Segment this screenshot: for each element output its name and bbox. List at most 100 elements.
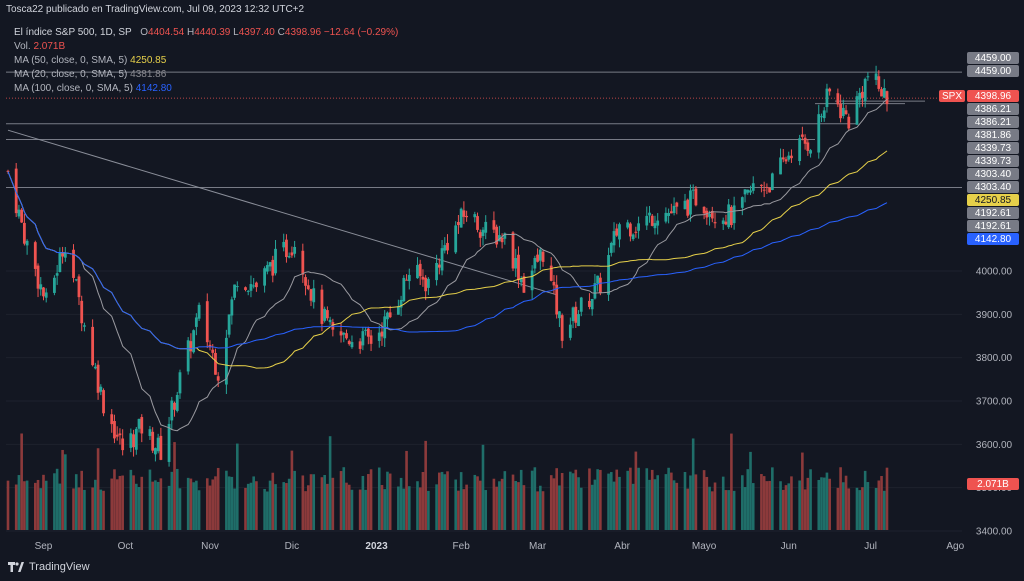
candle-body — [740, 197, 744, 208]
candle-body — [863, 78, 867, 101]
candle-body — [702, 206, 706, 214]
volume-bar — [135, 483, 138, 530]
volume-bar — [266, 491, 269, 530]
candle-body — [36, 265, 40, 289]
volume-bar — [380, 485, 384, 530]
volume-bar — [326, 483, 329, 530]
candles — [6, 65, 889, 467]
volume-bar — [208, 485, 212, 530]
x-tick-label-Feb: Feb — [453, 541, 471, 552]
volume-bar — [885, 467, 889, 530]
price-label-gray: 4386.21 — [975, 104, 1012, 115]
time-axis[interactable]: Sep Oct Nov Dic 2023 Feb Mar Abr Mayo Jun Jul Ago — [35, 541, 965, 552]
volume-bar — [781, 489, 785, 530]
y-tick-label-3800: 3800.00 — [976, 353, 1013, 364]
volume-bar — [427, 490, 430, 530]
volume-bar — [293, 470, 296, 530]
volume-bar — [670, 472, 673, 530]
legend-ma100-row[interactable]: MA (100, close, 0, SMA, 5) 4142.80 — [14, 82, 398, 96]
candle-body — [634, 231, 638, 233]
candle-body — [170, 400, 174, 421]
price-label-bg — [967, 155, 1019, 167]
volume-bar — [230, 476, 234, 530]
candle-body — [590, 298, 594, 310]
candle-body — [246, 290, 250, 292]
volume-bar — [817, 479, 821, 530]
price-label-bg — [967, 65, 1019, 77]
candle-body — [577, 314, 580, 327]
volume-bar — [320, 477, 324, 530]
volume-bar — [6, 480, 10, 530]
candle-body — [517, 254, 520, 281]
volume-bar — [364, 489, 367, 530]
price-label-gray: 4192.61 — [975, 208, 1012, 219]
volume-bar — [713, 482, 717, 530]
volume-bar — [558, 485, 561, 530]
volume-bar — [154, 480, 157, 530]
candle-body — [380, 331, 384, 337]
candle-body — [841, 107, 845, 116]
volume-bar — [705, 476, 709, 530]
volume-bar — [637, 467, 640, 530]
volume-bar — [440, 471, 444, 530]
volume-bar — [708, 486, 711, 530]
candle-body — [609, 242, 613, 253]
candle-body — [255, 282, 258, 288]
candle-body — [882, 88, 886, 98]
candle-body — [828, 88, 832, 92]
volume-bar — [569, 471, 572, 530]
volume-bar — [877, 480, 881, 530]
candle-body — [858, 92, 862, 100]
volume-bar — [192, 482, 195, 530]
candle-body — [290, 252, 294, 256]
volume-bar — [306, 485, 310, 530]
volume-bar — [866, 482, 870, 530]
price-label-bg — [967, 52, 1019, 64]
volume-bar — [481, 444, 485, 530]
candle-body — [607, 255, 610, 295]
volume-bar — [702, 470, 706, 530]
volume-bar — [762, 476, 766, 530]
candle-body — [74, 279, 78, 281]
volume-bar — [790, 476, 793, 530]
volume-bar — [214, 476, 217, 530]
footer[interactable]: TradingView — [8, 561, 90, 573]
candle-body — [20, 209, 24, 223]
candle-body — [478, 232, 482, 238]
volume-bar — [39, 488, 43, 530]
volume-bar — [137, 486, 141, 530]
candle-body — [612, 231, 616, 246]
legend-ma50-row[interactable]: MA (50, close, 0, SMA, 5) 4250.85 — [14, 54, 398, 68]
volume-bar — [80, 470, 84, 530]
volume-bar — [571, 473, 575, 530]
volume-bar — [285, 483, 288, 530]
volume-bar — [672, 480, 676, 530]
legend-h-label: H — [186, 27, 195, 38]
candle-body — [675, 202, 679, 207]
price-label-gray: 4381.86 — [975, 130, 1012, 141]
candle-body — [462, 210, 466, 217]
volume-bar — [244, 487, 247, 530]
volume-bar — [367, 474, 370, 530]
candle-body — [208, 344, 212, 348]
candle-body — [274, 248, 277, 274]
volume-bar — [74, 474, 78, 530]
volume-bar — [664, 474, 668, 530]
volume-bar — [615, 469, 619, 530]
legend-ma20-row[interactable]: MA (20, close, 0, SMA, 5) 4381.86 — [14, 68, 398, 82]
volume-bar — [519, 469, 523, 530]
candle-body — [271, 259, 275, 276]
legend-vol-row[interactable]: Vol. 2.071B — [14, 40, 398, 54]
candle-body — [293, 246, 297, 254]
candle-body — [55, 273, 59, 276]
volume-bar — [91, 487, 94, 530]
candle-body — [664, 212, 668, 222]
legend-ohlc-row[interactable]: El índice S&P 500, 1D, SP O4404.54 H4440… — [14, 26, 398, 40]
candle-body — [137, 418, 141, 429]
x-tick-label-Dic: Dic — [285, 541, 299, 552]
volume-bar — [634, 451, 638, 530]
candle-body — [252, 285, 256, 287]
volume-bar — [44, 480, 48, 530]
volume-bar — [801, 452, 804, 530]
